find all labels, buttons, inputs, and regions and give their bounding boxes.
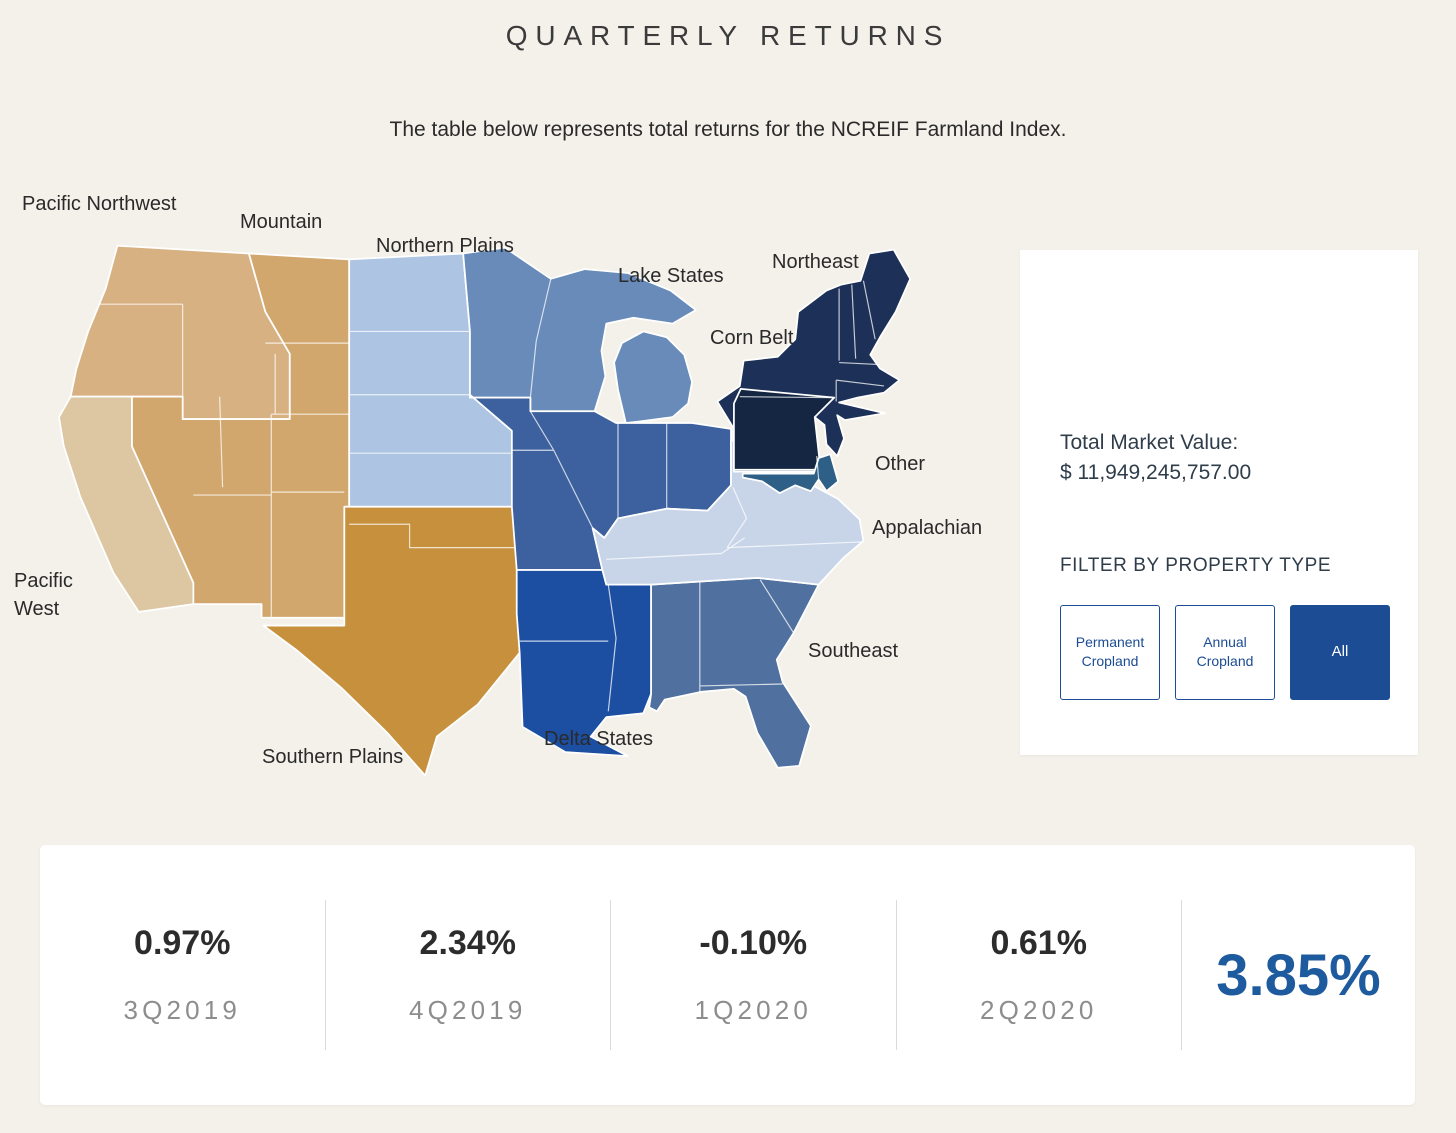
map-label-appalachian: Appalachian [872,517,983,539]
column-divider [895,900,897,1050]
map-label-southeast: Southeast [808,640,899,662]
map-label-northeast: Northeast [772,251,859,273]
us-region-map: Pacific Northwest Mountain Northern Plai… [14,193,982,799]
total-market-value-label: Total Market Value: [1060,431,1239,454]
quarter-return-value: -0.10% [699,924,808,962]
quarter-column-4q2019: 2.34% 4Q2019 [326,924,611,1026]
column-divider [324,900,326,1050]
filter-annual-cropland-button[interactable]: Annual Cropland [1175,604,1275,700]
column-divider [1181,900,1182,1050]
filter-permanent-cropland-button[interactable]: Permanent Cropland [1060,604,1160,700]
filter-button-group: Permanent Cropland Annual Cropland All [1060,604,1390,700]
map-label-other: Other [875,453,926,475]
quarterly-returns-card: 0.97% 3Q2019 2.34% 4Q2019 -0.10% 1Q2020 … [40,845,1415,1105]
map-label-northern-plains: Northern Plains [376,235,514,257]
quarter-label: 1Q2020 [694,995,812,1025]
map-label-southern-plains: Southern Plains [262,746,404,768]
quarter-column-3q2019: 0.97% 3Q2019 [40,924,325,1026]
map-label-mountain: Mountain [240,211,323,233]
annual-total-return: 3.85% [1216,942,1381,1008]
quarter-return-value: 2.34% [419,924,516,962]
filter-heading: FILTER BY PROPERTY TYPE [1060,554,1332,576]
region-appalachian[interactable] [591,439,865,586]
us-map-svg [58,244,912,777]
quarter-return-value: 0.97% [134,924,231,962]
quarter-label: 3Q2019 [123,995,241,1025]
quarter-label: 2Q2020 [980,995,1098,1025]
total-market-value: $ 11,949,245,757.00 [1060,461,1252,485]
state-borders [97,278,884,712]
quarter-return-value: 0.61% [990,924,1087,962]
quarter-column-1q2020: -0.10% 1Q2020 [611,924,896,1026]
quarter-column-2q2020: 0.61% 2Q2020 [897,924,1182,1026]
quarter-label: 4Q2019 [409,995,527,1025]
column-divider [610,900,611,1050]
map-label-corn-belt: Corn Belt [710,327,794,349]
filter-all-button[interactable]: All [1290,604,1390,700]
map-label-lake-states: Lake States [618,265,724,287]
map-label-pacific-west: Pacific West [14,570,73,620]
page-title: QUARTERLY RETURNS [505,20,951,51]
market-value-panel: Total Market Value: $ 11,949,245,757.00 … [1020,250,1418,755]
total-return-column: 3.85% [1182,942,1415,1009]
region-southeast[interactable] [648,576,820,769]
map-label-pacific-northwest: Pacific Northwest [22,193,177,215]
page-subtitle: The table below represents total returns… [389,118,1067,141]
map-label-delta-states: Delta States [544,728,653,750]
